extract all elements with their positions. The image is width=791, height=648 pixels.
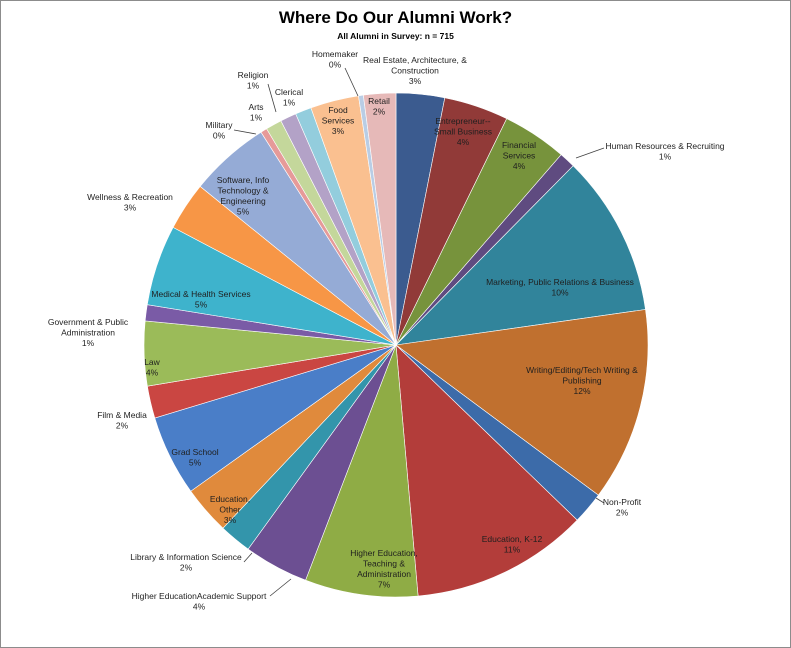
leader-line bbox=[575, 147, 605, 159]
data-label: Clerical 1% bbox=[275, 87, 303, 108]
data-label: Law 4% bbox=[144, 357, 160, 378]
data-label: Education, Other 3% bbox=[210, 494, 250, 525]
leader-line bbox=[595, 497, 605, 504]
leader-line bbox=[267, 83, 277, 113]
data-label: Software, Info Technology & Engineering 5% bbox=[217, 175, 270, 217]
data-label: Medical & Health Services 5% bbox=[151, 289, 250, 310]
pie-slice bbox=[395, 309, 649, 496]
data-label: Entrepreneur--Small Business 4% bbox=[434, 116, 492, 147]
data-label: Marketing, Public Relations & Business 10… bbox=[486, 277, 634, 298]
data-label: Arts 1% bbox=[248, 102, 263, 123]
data-label: Higher Education, Teaching & Administratio… bbox=[350, 548, 418, 590]
leader-line bbox=[269, 578, 292, 597]
pie-slice bbox=[395, 344, 578, 597]
data-label: Military 0% bbox=[206, 120, 234, 141]
data-label: Retail 2% bbox=[368, 96, 390, 117]
data-label: Human Resources & Recruiting 1% bbox=[605, 141, 724, 162]
data-label: Writing/Editing/Tech Writing & Publishing… bbox=[526, 365, 638, 396]
leader-line bbox=[233, 129, 257, 135]
data-label: Wellness & Recreation 3% bbox=[87, 192, 173, 213]
data-label: Real Estate, Architecture, & Construction… bbox=[363, 55, 467, 86]
leader-line bbox=[243, 552, 253, 563]
leader-line bbox=[344, 67, 359, 97]
data-label: Library & Information Science 2% bbox=[130, 552, 242, 573]
data-label: Higher EducationAcademic Support 4% bbox=[132, 591, 267, 612]
pie-slice bbox=[305, 344, 419, 598]
data-label: Food Services 3% bbox=[322, 105, 355, 136]
data-label: Non-Profit 2% bbox=[603, 497, 642, 518]
data-label: Religion 1% bbox=[238, 70, 269, 91]
data-label: Education, K-12 11% bbox=[482, 534, 543, 555]
data-label: Financial Services 4% bbox=[502, 140, 536, 171]
data-label: Grad School 5% bbox=[171, 447, 218, 468]
pie-slice bbox=[363, 92, 397, 346]
data-label: Homemaker 0% bbox=[312, 49, 358, 70]
pie-slice bbox=[395, 165, 646, 346]
data-label: Government & Public Administration 1% bbox=[48, 317, 129, 348]
chart-subtitle: All Alumni in Survey: n = 715 bbox=[337, 31, 454, 41]
data-label: Film & Media 2% bbox=[97, 410, 147, 431]
chart-title: Where Do Our Alumni Work? bbox=[278, 8, 513, 27]
